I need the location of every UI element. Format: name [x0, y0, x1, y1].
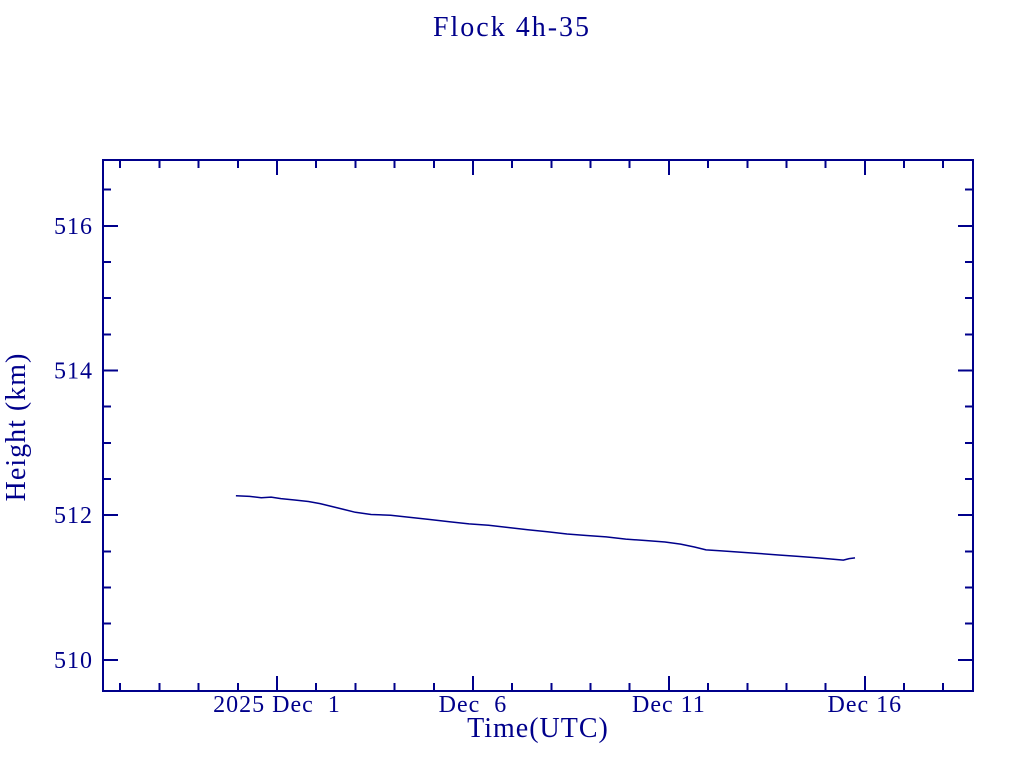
x-tick-label: Dec 11 [632, 692, 706, 718]
plot-border [102, 159, 974, 692]
chart-title: Flock 4h-35 [432, 12, 592, 43]
x-axis-title: Time(UTC) [467, 713, 609, 744]
x-tick-label: Dec 6 [439, 692, 508, 718]
x-tick-label: 2025 Dec 1 [213, 692, 341, 718]
height-data-line [235, 494, 856, 561]
y-tick-label: 516 [54, 214, 93, 240]
x-tick-label: Dec 16 [828, 692, 903, 718]
y-tick-label: 510 [54, 648, 93, 674]
y-axis-title: Height (km) [1, 352, 32, 502]
y-tick-label: 514 [54, 359, 93, 385]
y-tick-label: 512 [54, 503, 93, 529]
